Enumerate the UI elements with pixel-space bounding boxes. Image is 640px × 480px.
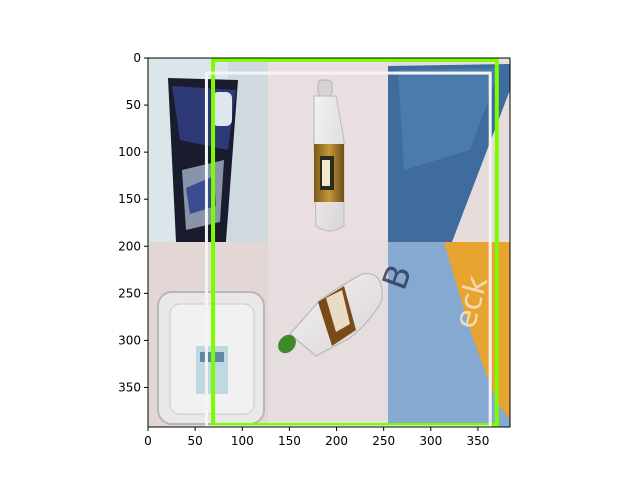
- x-axis-ticks: 0 50 100 150 200 250 300 350: [144, 427, 489, 448]
- x-tick-label: 250: [372, 434, 395, 448]
- tile-brown-bottle: [268, 58, 388, 242]
- bounding-box-1: [211, 58, 499, 427]
- tile-green-bottle: [268, 242, 388, 427]
- x-tick-label: 100: [231, 434, 254, 448]
- x-tick-label: 0: [144, 434, 152, 448]
- y-tick-label: 300: [118, 333, 141, 347]
- y-axis-ticks: 0 50 100 150 200 250 300 350: [118, 51, 148, 394]
- tile-clamshell: [148, 242, 268, 427]
- y-tick-label: 350: [118, 380, 141, 394]
- x-tick-label: 50: [187, 434, 202, 448]
- y-tick-label: 200: [118, 239, 141, 253]
- y-tick-label: 0: [133, 51, 141, 65]
- y-tick-label: 250: [118, 286, 141, 300]
- axes-frame: [147, 57, 511, 428]
- x-tick-label: 350: [466, 434, 489, 448]
- tile-snack-wrapper: [148, 58, 268, 242]
- x-tick-label: 200: [325, 434, 348, 448]
- bounding-box-2: [204, 71, 492, 427]
- y-tick-label: 50: [126, 98, 141, 112]
- x-tick-label: 150: [278, 434, 301, 448]
- bounding-boxes: [204, 58, 499, 427]
- y-tick-label: 150: [118, 192, 141, 206]
- y-tick-label: 100: [118, 145, 141, 159]
- x-tick-label: 300: [419, 434, 442, 448]
- image-area: B eck: [148, 58, 510, 427]
